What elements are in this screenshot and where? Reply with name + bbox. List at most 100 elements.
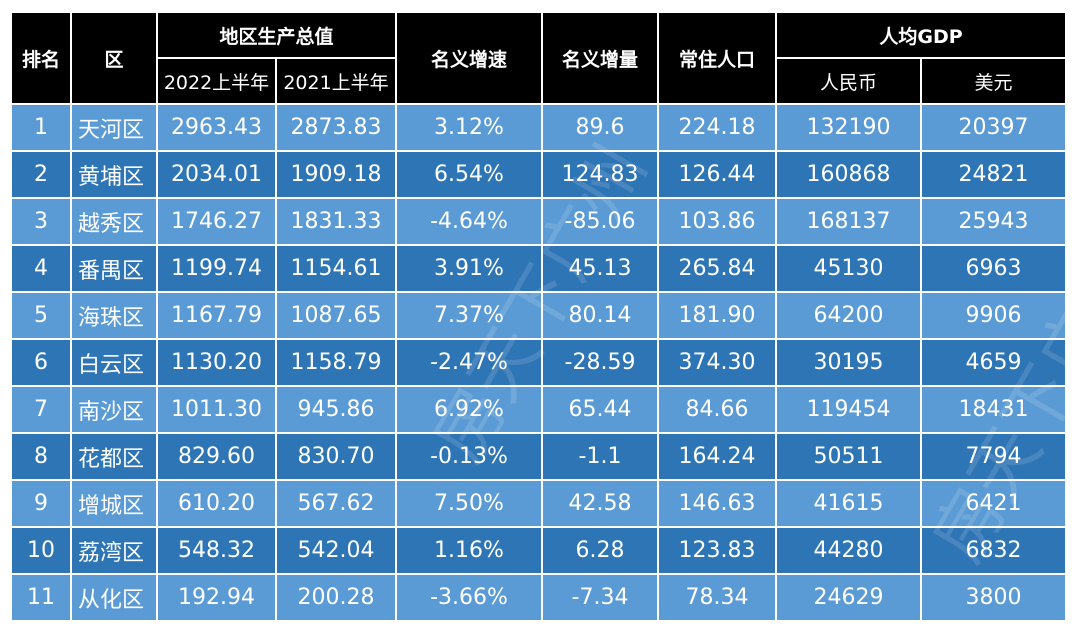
cell-gdp-2021: 200.28 [277, 575, 395, 620]
cell-growth-amount: -1.1 [543, 434, 657, 479]
cell-growth-amount: -28.59 [543, 340, 657, 385]
cell-gdp-per-capita-usd: 25943 [922, 199, 1065, 244]
cell-rank: 6 [12, 340, 70, 385]
header-usd: 美元 [922, 59, 1065, 103]
table-row: 1 天河区 2963.43 2873.83 3.12% 89.6 224.18 132190 2… [12, 105, 1065, 150]
cell-gdp-per-capita-rmb: 30195 [777, 340, 920, 385]
cell-gdp-per-capita-rmb: 119454 [777, 387, 920, 432]
table-row: 8 花都区 829.60 830.70 -0.13% -1.1 164.24 50511 779… [12, 434, 1065, 479]
cell-gdp-2022: 1746.27 [158, 199, 275, 244]
table-row: 4 番禺区 1199.74 1154.61 3.91% 45.13 265.84 45130 6… [12, 246, 1065, 291]
cell-gdp-2021: 1909.18 [277, 152, 395, 197]
cell-population: 164.24 [659, 434, 775, 479]
cell-gdp-2021: 1158.79 [277, 340, 395, 385]
cell-population: 374.30 [659, 340, 775, 385]
cell-population: 78.34 [659, 575, 775, 620]
cell-population: 265.84 [659, 246, 775, 291]
cell-gdp-per-capita-usd: 6963 [922, 246, 1065, 291]
cell-growth-rate: 1.16% [397, 528, 541, 573]
cell-growth-amount: 6.28 [543, 528, 657, 573]
header-gdp-2021: 2021上半年 [277, 59, 395, 103]
cell-growth-rate: 3.91% [397, 246, 541, 291]
cell-district: 越秀区 [72, 199, 156, 244]
cell-growth-rate: 3.12% [397, 105, 541, 150]
gdp-table: 排名 区 地区生产总值 名义增速 名义增量 常住人口 人均GDP 2022上半年… [10, 11, 1067, 622]
cell-gdp-per-capita-usd: 3800 [922, 575, 1065, 620]
cell-rank: 2 [12, 152, 70, 197]
table-row: 6 白云区 1130.20 1158.79 -2.47% -28.59 374.30 3019… [12, 340, 1065, 385]
cell-gdp-2022: 1167.79 [158, 293, 275, 338]
cell-growth-amount: 80.14 [543, 293, 657, 338]
cell-growth-rate: 7.50% [397, 481, 541, 526]
cell-gdp-2021: 542.04 [277, 528, 395, 573]
header-gdp-2022: 2022上半年 [158, 59, 275, 103]
table-row: 10 荔湾区 548.32 542.04 1.16% 6.28 123.83 44280 683… [12, 528, 1065, 573]
cell-gdp-per-capita-rmb: 168137 [777, 199, 920, 244]
header-growth-rate: 名义增速 [397, 13, 541, 103]
table-row: 3 越秀区 1746.27 1831.33 -4.64% -85.06 103.86 1681… [12, 199, 1065, 244]
cell-growth-amount: 45.13 [543, 246, 657, 291]
cell-rank: 9 [12, 481, 70, 526]
table-row: 11 从化区 192.94 200.28 -3.66% -7.34 78.34 24629 38… [12, 575, 1065, 620]
cell-rank: 5 [12, 293, 70, 338]
cell-population: 103.86 [659, 199, 775, 244]
table-row: 2 黄埔区 2034.01 1909.18 6.54% 124.83 126.44 16086… [12, 152, 1065, 197]
cell-gdp-per-capita-rmb: 160868 [777, 152, 920, 197]
header-population: 常住人口 [659, 13, 775, 103]
table-body: 1 天河区 2963.43 2873.83 3.12% 89.6 224.18 132190 2… [12, 105, 1065, 620]
cell-growth-amount: 124.83 [543, 152, 657, 197]
header-rmb: 人民币 [777, 59, 920, 103]
cell-population: 84.66 [659, 387, 775, 432]
cell-gdp-2021: 945.86 [277, 387, 395, 432]
cell-district: 从化区 [72, 575, 156, 620]
cell-gdp-per-capita-rmb: 50511 [777, 434, 920, 479]
table-row: 7 南沙区 1011.30 945.86 6.92% 65.44 84.66 119454 18… [12, 387, 1065, 432]
cell-growth-rate: 7.37% [397, 293, 541, 338]
cell-growth-amount: -7.34 [543, 575, 657, 620]
cell-gdp-per-capita-usd: 6832 [922, 528, 1065, 573]
cell-district: 白云区 [72, 340, 156, 385]
cell-gdp-2021: 1831.33 [277, 199, 395, 244]
cell-growth-rate: 6.92% [397, 387, 541, 432]
cell-gdp-per-capita-usd: 18431 [922, 387, 1065, 432]
cell-gdp-2021: 1154.61 [277, 246, 395, 291]
cell-gdp-2021: 2873.83 [277, 105, 395, 150]
cell-rank: 4 [12, 246, 70, 291]
cell-growth-rate: -0.13% [397, 434, 541, 479]
cell-gdp-2021: 1087.65 [277, 293, 395, 338]
cell-gdp-per-capita-usd: 9906 [922, 293, 1065, 338]
cell-district: 增城区 [72, 481, 156, 526]
cell-gdp-2022: 1011.30 [158, 387, 275, 432]
header-per-capita: 人均GDP [777, 13, 1065, 57]
cell-growth-rate: -3.66% [397, 575, 541, 620]
cell-gdp-2021: 830.70 [277, 434, 395, 479]
cell-gdp-per-capita-rmb: 132190 [777, 105, 920, 150]
cell-gdp-2022: 1130.20 [158, 340, 275, 385]
table-row: 5 海珠区 1167.79 1087.65 7.37% 80.14 181.90 64200 9… [12, 293, 1065, 338]
cell-gdp-per-capita-usd: 24821 [922, 152, 1065, 197]
cell-gdp-per-capita-rmb: 45130 [777, 246, 920, 291]
cell-district: 番禺区 [72, 246, 156, 291]
header-gdp: 地区生产总值 [158, 13, 395, 57]
cell-gdp-per-capita-rmb: 41615 [777, 481, 920, 526]
cell-gdp-2022: 610.20 [158, 481, 275, 526]
cell-population: 181.90 [659, 293, 775, 338]
cell-growth-amount: -85.06 [543, 199, 657, 244]
cell-gdp-per-capita-rmb: 24629 [777, 575, 920, 620]
cell-population: 146.63 [659, 481, 775, 526]
cell-rank: 1 [12, 105, 70, 150]
cell-gdp-per-capita-usd: 20397 [922, 105, 1065, 150]
cell-gdp-2022: 1199.74 [158, 246, 275, 291]
cell-gdp-2022: 548.32 [158, 528, 275, 573]
cell-growth-amount: 65.44 [543, 387, 657, 432]
cell-gdp-2022: 192.94 [158, 575, 275, 620]
cell-rank: 7 [12, 387, 70, 432]
table-row: 9 增城区 610.20 567.62 7.50% 42.58 146.63 41615 642… [12, 481, 1065, 526]
header-growth-amount: 名义增量 [543, 13, 657, 103]
cell-district: 黄埔区 [72, 152, 156, 197]
cell-gdp-2022: 2034.01 [158, 152, 275, 197]
cell-gdp-per-capita-usd: 4659 [922, 340, 1065, 385]
cell-growth-rate: -2.47% [397, 340, 541, 385]
cell-gdp-per-capita-rmb: 64200 [777, 293, 920, 338]
cell-population: 224.18 [659, 105, 775, 150]
